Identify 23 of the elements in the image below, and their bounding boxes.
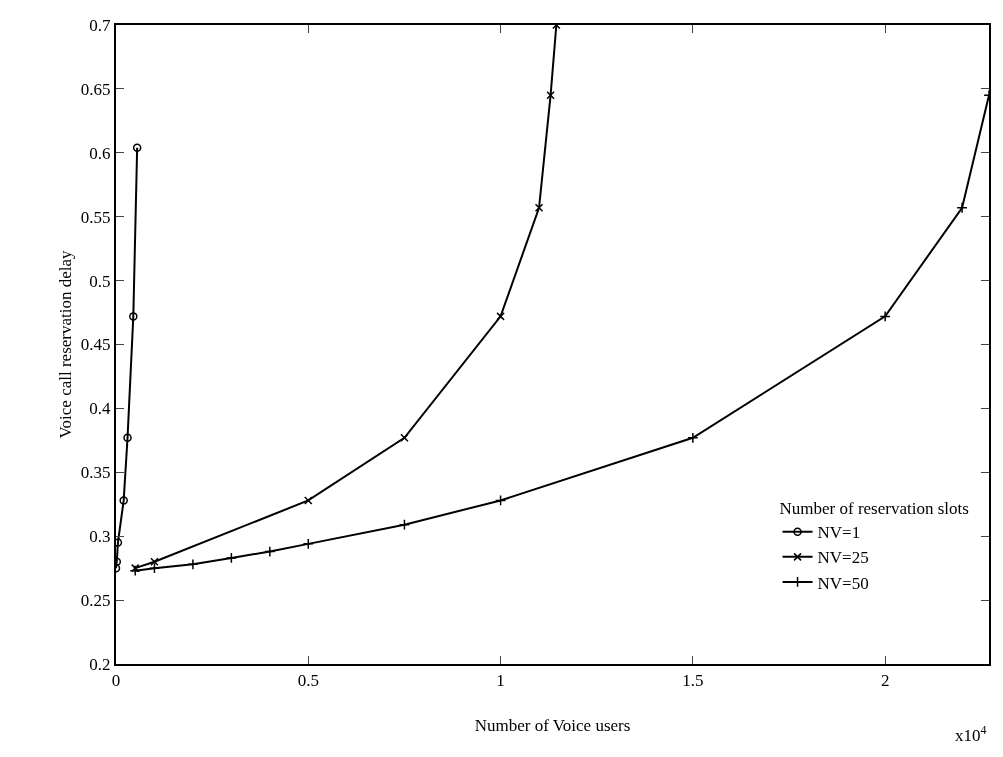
x-tick-label: 0 — [111, 671, 121, 691]
y-tick-label: 0.3 — [89, 527, 111, 547]
y-tick-label: 0.7 — [89, 15, 112, 35]
y-tick-label: 0.55 — [80, 207, 111, 227]
y-tick-label: 0.6 — [89, 143, 111, 163]
legend-label: NV=50 — [817, 573, 869, 593]
y-axis-title: Voice call reservation delay — [56, 249, 75, 439]
text: x10$^{4}$ — [955, 723, 987, 746]
y-tick-label: 0.4 — [89, 399, 112, 419]
y-tick-label: 0.35 — [80, 463, 111, 483]
x-tick-label: 1.5 — [682, 671, 704, 691]
legend-label: NV=25 — [817, 548, 869, 568]
x-tick-label: 2 — [880, 671, 890, 691]
y-tick-label: 0.2 — [89, 654, 111, 674]
y-tick-label: 0.65 — [80, 79, 111, 99]
legend-title: Number of reservation slots — [779, 499, 969, 519]
y-tick-label: 0.5 — [89, 271, 111, 291]
y-tick-label: 0.45 — [80, 335, 111, 355]
x-tick-label: 0.5 — [297, 671, 319, 691]
x-tick-label: 1 — [496, 671, 505, 691]
legend-label: NV=1 — [817, 523, 861, 543]
x-axis-title: Number of Voice users — [474, 716, 631, 736]
y-tick-label: 0.25 — [80, 591, 111, 611]
